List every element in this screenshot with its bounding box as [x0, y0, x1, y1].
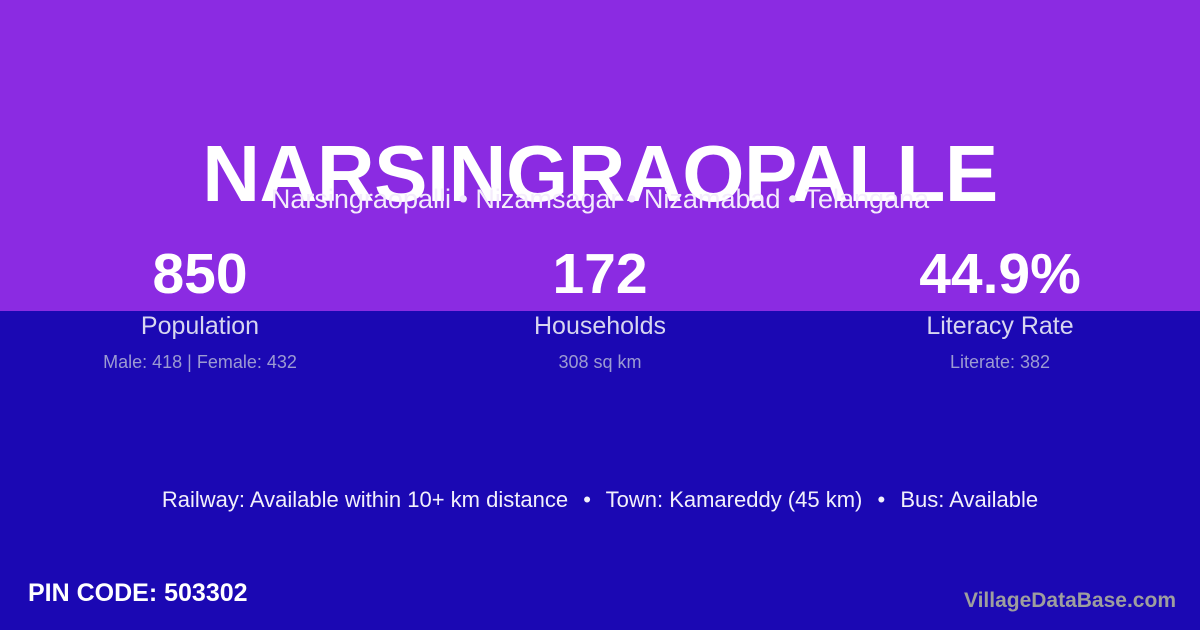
stat-population: 850 Population Male: 418 | Female: 432 [0, 243, 400, 383]
stat-value-literacy-rate: 44.9% [919, 242, 1081, 306]
infrastructure-bus: Bus: Available [900, 487, 1039, 512]
infrastructure-railway: Railway: Available within 10+ km distanc… [161, 487, 569, 512]
stats-row: 850 Population Male: 418 | Female: 432 1… [0, 243, 1200, 383]
infrastructure-separator-1: • [583, 487, 591, 512]
stat-households: 172 Households 308 sq km [400, 243, 800, 383]
stat-sub-households: 308 sq km [558, 352, 642, 372]
stat-sub-population: Male: 418 | Female: 432 [103, 352, 297, 372]
stat-label-literacy-rate: Literacy Rate [926, 312, 1074, 340]
stat-value-population: 850 [152, 242, 248, 306]
infrastructure-town: Town: Kamareddy (45 km) [605, 487, 863, 512]
stat-label-households: Households [533, 312, 667, 340]
header-band [0, 0, 1200, 311]
infrastructure-separator-2: • [877, 487, 886, 512]
stat-literacy-rate: 44.9% Literacy Rate Literate: 382 [800, 243, 1200, 383]
stat-label-population: Population [140, 312, 260, 340]
site-watermark: VillageDataBase.com [963, 589, 1176, 612]
breadcrumb: Narsingraopalli • Nizamsagar • Nizamabad… [270, 184, 930, 214]
stat-value-households: 172 [552, 242, 648, 306]
infrastructure-line: Railway: Available within 10+ km distanc… [0, 486, 1200, 514]
stat-sub-literacy-rate: Literate: 382 [949, 352, 1051, 372]
page-title: NARSINGRAOPALLE [202, 128, 998, 218]
pin-code: PIN CODE: 503302 [28, 579, 248, 607]
